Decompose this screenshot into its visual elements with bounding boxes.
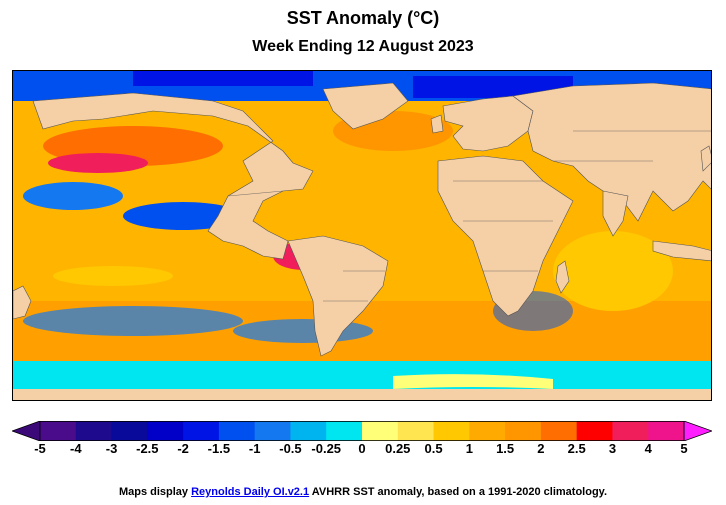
land-masses <box>13 82 711 357</box>
colorbar-swatch <box>505 421 542 441</box>
antarctic-land <box>13 389 711 400</box>
colorbar-tick-label: 0.5 <box>424 441 443 456</box>
antarctic-warm-streak <box>393 374 553 389</box>
colorbar-tick-label: 2 <box>537 441 545 456</box>
colorbar-swatch <box>75 421 113 441</box>
colorbar-tick-label: -2 <box>177 441 189 456</box>
colorbar-swatch <box>218 421 256 441</box>
europe <box>442 95 534 152</box>
colorbar-tick-label: -1 <box>248 441 261 456</box>
colorbar-tick-label: -3 <box>105 441 118 456</box>
colorbar-tick-label: 3 <box>608 441 617 456</box>
africa <box>437 155 574 317</box>
colorbar-swatch <box>254 421 291 441</box>
colorbar-swatch <box>111 421 148 441</box>
map-title: SST Anomaly (°C) <box>286 8 440 28</box>
colorbar-tick-label: -4 <box>69 441 82 456</box>
borders <box>227 130 711 302</box>
colorbar-tick-label: -5 <box>34 441 46 456</box>
australia-west-edge <box>13 285 32 320</box>
footer-note: Maps display Reynolds Daily OI.v2.1 AVHR… <box>0 486 726 498</box>
colorbar-swatch <box>433 421 470 441</box>
colorbar-tick-label: -2.5 <box>136 441 159 456</box>
colorbar-swatch <box>612 421 649 441</box>
colorbar-min-arrow <box>12 421 41 441</box>
madagascar <box>555 260 570 294</box>
colorbar-tick-label: 0.25 <box>385 441 411 456</box>
colorbar-tick-label: 1 <box>465 441 473 456</box>
colorbar-swatch <box>362 421 399 441</box>
colorbar-tick-label: 2.5 <box>567 441 586 456</box>
footer-prefix: Maps display <box>118 486 192 498</box>
colorbar-tick-label: -0.25 <box>311 441 342 456</box>
colorbar <box>12 421 712 441</box>
colorbar-swatch <box>183 421 220 441</box>
south-america <box>287 235 389 357</box>
colorbar-tick-label: 1.5 <box>496 441 515 456</box>
map-subtitle: Week Ending 12 August 2023 <box>252 38 474 55</box>
reynolds-link[interactable]: Reynolds Daily OI.v2.1 <box>191 486 310 498</box>
colorbar-swatch <box>326 421 363 441</box>
colorbar-swatch <box>40 421 77 441</box>
colorbar-tick-label: 0 <box>358 441 366 456</box>
colorbar-tick-label: 5 <box>680 441 688 456</box>
colorbar-frame <box>39 421 685 441</box>
colorbar-ticks: -5 -4 -3 -2.5 -2 -1.5 -1 -0.5 -0.25 0 0.25 0.5 1 1.5 2… <box>0 441 726 459</box>
colorbar-swatch <box>290 421 327 441</box>
colorbar-swatch <box>540 421 578 441</box>
colorbar-tick-label: 4 <box>644 441 652 456</box>
colorbar-tick-label: -1.5 <box>207 441 231 456</box>
colorbar-swatch <box>397 421 435 441</box>
asia <box>512 82 711 222</box>
colorbar-swatch <box>576 421 613 441</box>
sst-anomaly-map <box>12 70 712 401</box>
british-isles <box>430 114 444 134</box>
colorbar-max-arrow <box>683 421 712 441</box>
colorbar-swatch <box>648 421 685 441</box>
footer-suffix: AVHRR SST anomaly, based on a 1991-2020 … <box>309 486 608 498</box>
colorbar-tick-label: -0.5 <box>279 441 302 456</box>
india <box>602 190 629 237</box>
greenland <box>322 82 409 130</box>
japan <box>700 145 711 172</box>
indonesia <box>652 240 711 262</box>
colorbar-swatch <box>469 421 506 441</box>
colorbar-swatch <box>147 421 184 441</box>
